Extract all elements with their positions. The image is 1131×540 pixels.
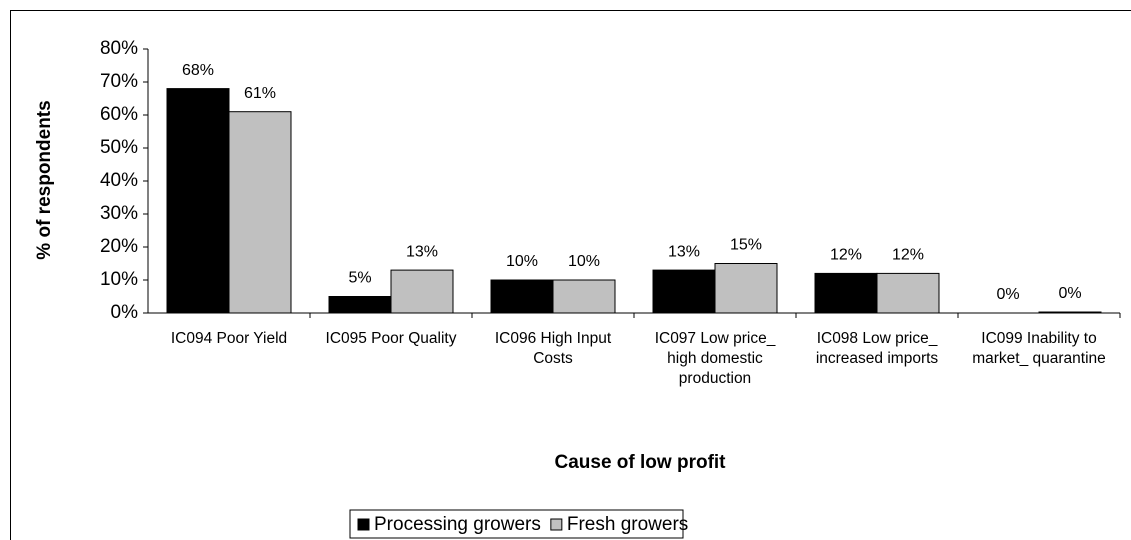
x-tick-label: IC098 Low price_ increased imports <box>815 330 939 367</box>
data-label: 13% <box>668 243 700 260</box>
data-label: 10% <box>568 253 600 270</box>
y-axis-title: % of respondents <box>34 100 55 259</box>
y-tick-label: 30% <box>100 203 138 224</box>
y-tick-label: 20% <box>100 236 138 257</box>
y-tick-label: 10% <box>100 269 138 290</box>
bar <box>228 111 292 314</box>
data-label: 12% <box>830 247 862 264</box>
data-label: 13% <box>406 243 438 260</box>
y-tick-label: 80% <box>100 38 138 59</box>
bar <box>876 272 940 314</box>
legend-label: Processing growers <box>374 514 541 535</box>
x-tick-label: IC099 Inability to market_ quarantine <box>972 330 1106 367</box>
x-tick-label: IC097 Low price_ high domestic productio… <box>654 330 776 387</box>
data-label: 68% <box>182 62 214 79</box>
bar <box>490 279 554 314</box>
data-label: 61% <box>244 85 276 102</box>
bar <box>390 269 454 314</box>
y-tick-label: 0% <box>111 302 139 323</box>
x-tick-label: IC095 Poor Quality <box>325 330 457 347</box>
y-tick-label: 50% <box>100 137 138 158</box>
data-label: 10% <box>506 253 538 270</box>
data-label: 15% <box>730 237 762 254</box>
data-label: 0% <box>1058 285 1081 302</box>
data-label: 0% <box>996 286 1019 303</box>
data-label: 5% <box>348 270 371 287</box>
x-tick-label: IC094 Poor Yield <box>170 330 288 347</box>
x-axis-title: Cause of low profit <box>555 452 727 473</box>
y-tick-label: 60% <box>100 104 138 125</box>
bar <box>814 272 878 314</box>
bar <box>652 269 716 314</box>
y-tick-label: 40% <box>100 170 138 191</box>
bar <box>328 296 392 314</box>
legend-swatch <box>357 518 370 531</box>
legend-label: Fresh growers <box>567 514 688 535</box>
bar <box>714 263 778 314</box>
legend-swatch <box>550 518 563 531</box>
bar <box>166 88 230 314</box>
y-tick-label: 70% <box>100 71 138 92</box>
data-label: 12% <box>892 247 924 264</box>
x-tick-label: IC096 High Input Costs <box>494 330 612 367</box>
legend-box <box>349 509 684 539</box>
bar <box>552 279 616 314</box>
